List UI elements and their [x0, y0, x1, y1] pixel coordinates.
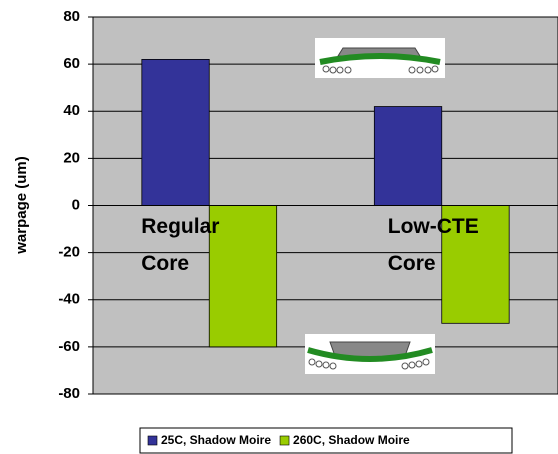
- legend-label: 260C, Shadow Moire: [293, 433, 410, 447]
- y-tick-label: 20: [63, 149, 80, 166]
- warp-icon-top: [315, 38, 445, 78]
- warp-icon-bottom: [305, 334, 435, 374]
- bar: [141, 59, 210, 206]
- category-label: Regular Core: [141, 215, 220, 275]
- bar: [373, 106, 443, 206]
- y-axis-label: warpage (um): [13, 156, 30, 255]
- category-label: Low-CTE Core: [387, 215, 479, 275]
- bar: [441, 205, 510, 324]
- legend-swatch: [279, 435, 290, 446]
- legend-box: [139, 427, 513, 454]
- y-tick-label: -40: [58, 291, 80, 308]
- legend-swatch: [147, 435, 158, 446]
- y-tick-label: -20: [58, 244, 80, 261]
- y-tick-label: -60: [58, 338, 80, 355]
- y-tick-label: 0: [72, 196, 80, 213]
- y-tick-label: -80: [58, 385, 80, 402]
- legend-label: 25C, Shadow Moire: [161, 433, 271, 447]
- y-tick-label: 40: [63, 102, 80, 119]
- bar: [208, 205, 278, 348]
- y-tick-label: 60: [63, 55, 80, 72]
- y-tick-label: 80: [63, 8, 80, 25]
